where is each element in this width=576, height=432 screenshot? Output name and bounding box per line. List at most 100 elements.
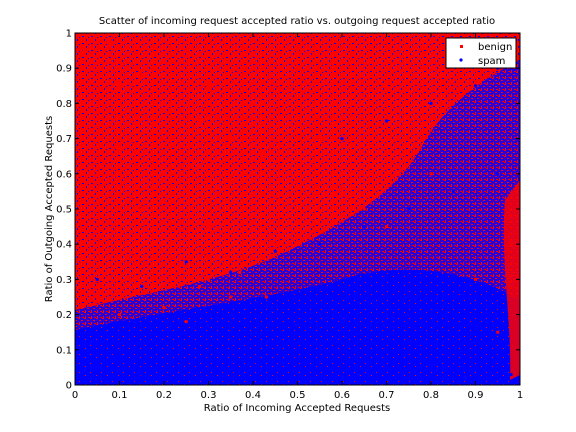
data-point-benign [118, 147, 121, 151]
y-tick-label: 0.7 [56, 134, 72, 145]
y-tick-label: 1 [66, 29, 72, 40]
data-point-spam [496, 172, 500, 176]
data-point-spam [496, 365, 500, 369]
data-point-spam [318, 344, 322, 348]
data-point-spam [229, 270, 233, 274]
x-tick-label: 1 [517, 390, 523, 401]
benign-right-edge [503, 180, 520, 380]
data-point-benign [429, 172, 433, 176]
data-point-spam [117, 355, 122, 359]
data-point-spam [451, 189, 455, 193]
data-point-benign [287, 84, 291, 88]
data-point-benign [171, 66, 175, 70]
data-point-benign [184, 49, 188, 53]
data-point-benign [251, 66, 255, 70]
data-point-spam [362, 355, 366, 359]
data-point-spam [295, 376, 300, 380]
data-point-spam [229, 369, 233, 373]
data-point-spam [407, 348, 411, 352]
y-tick-label: 0.5 [56, 205, 72, 216]
data-point-spam [384, 119, 389, 123]
data-point-spam [473, 84, 478, 88]
data-point-benign [95, 172, 99, 176]
data-point-benign [162, 165, 166, 169]
data-point-spam [295, 305, 300, 310]
y-tick-label: 0.2 [56, 310, 72, 321]
y-tick-label: 0.6 [56, 169, 72, 180]
x-tick-label: 0.9 [468, 390, 484, 401]
data-point-benign [229, 295, 233, 299]
data-point-benign [86, 260, 90, 264]
legend: benign spam [445, 37, 517, 69]
data-point-spam [407, 207, 411, 211]
data-point-spam [473, 358, 478, 362]
data-point-benign [340, 66, 344, 70]
y-tick-label: 0.1 [56, 345, 72, 356]
data-point-benign [296, 207, 299, 211]
x-tick-label: 0.7 [379, 390, 395, 401]
data-point-benign [131, 277, 135, 281]
data-point-spam [140, 372, 144, 377]
data-point-benign [184, 189, 188, 193]
data-point-benign [385, 84, 388, 88]
data-point-spam [206, 341, 211, 345]
data-point-benign [95, 295, 99, 299]
data-point-spam [340, 316, 344, 320]
data-point-benign [496, 330, 500, 334]
data-point-benign [207, 84, 210, 88]
data-point-spam [429, 309, 433, 313]
data-point-benign [109, 235, 113, 239]
data-point-spam [273, 249, 277, 253]
legend-marker-spam [459, 58, 463, 62]
data-point-benign [207, 225, 210, 229]
data-point-benign [229, 137, 233, 141]
data-point-benign [153, 249, 157, 253]
data-point-benign [82, 49, 86, 53]
data-point-benign [126, 59, 130, 63]
data-point-spam [451, 369, 455, 373]
data-point-spam [117, 320, 122, 324]
data-point-spam [473, 327, 478, 331]
data-point-spam [273, 358, 277, 362]
data-point-spam [206, 313, 211, 317]
data-point-spam [318, 242, 322, 246]
data-point-benign [118, 84, 121, 88]
x-tick-label: 0.8 [423, 390, 439, 401]
data-point-benign [140, 207, 144, 211]
data-point-benign [198, 119, 202, 123]
y-tick-label: 0.4 [56, 240, 72, 251]
y-tick-label: 0.8 [56, 99, 72, 110]
data-point-benign [153, 38, 157, 42]
data-point-benign [304, 172, 308, 176]
data-point-benign [474, 277, 477, 281]
x-tick-label: 0.4 [245, 390, 261, 401]
y-tick-label: 0.9 [56, 64, 72, 75]
x-tick-label: 0.5 [290, 390, 306, 401]
data-point-benign [318, 137, 322, 141]
x-tick-label: 0.6 [334, 390, 350, 401]
data-point-benign [175, 267, 179, 271]
x-tick-label: 0 [72, 390, 78, 401]
data-point-spam [184, 260, 188, 264]
data-point-benign [509, 242, 513, 246]
data-point-benign [385, 225, 388, 229]
data-point-benign [215, 242, 219, 246]
data-point-spam [429, 362, 433, 366]
data-point-benign [184, 320, 188, 324]
data-point-benign [238, 270, 242, 274]
legend-box [445, 37, 517, 69]
data-point-spam [251, 323, 255, 327]
y-axis-label: Ratio of Outgoing Accepted Requests [44, 116, 55, 303]
data-point-benign [140, 73, 144, 77]
benign-dense-region [75, 33, 520, 310]
x-axis-label: Ratio of Incoming Accepted Requests [204, 403, 391, 414]
data-point-benign [296, 49, 299, 53]
data-point-spam [82, 376, 86, 380]
data-point-spam [429, 101, 433, 105]
x-tick-label: 0.1 [112, 390, 128, 401]
data-point-benign [207, 277, 210, 281]
chart-title: Scatter of incoming request accepted rat… [99, 16, 495, 27]
data-point-spam [184, 362, 188, 366]
data-point-spam [384, 372, 389, 377]
data-point-spam [509, 372, 513, 377]
